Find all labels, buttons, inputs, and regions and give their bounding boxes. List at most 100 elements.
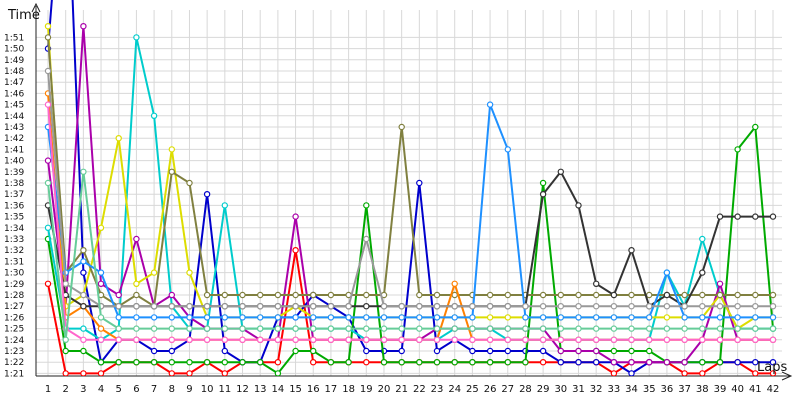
- x-axis-title: Laps: [757, 360, 787, 375]
- data-point: [575, 347, 582, 355]
- data-point: [433, 359, 441, 366]
- y-tick-label: 1:49: [4, 56, 24, 66]
- data-point: [345, 336, 352, 343]
- data-point: [44, 23, 52, 30]
- data-point: [80, 303, 87, 310]
- data-point: [469, 336, 476, 343]
- data-point: [539, 347, 547, 355]
- data-point: [610, 370, 618, 376]
- data-point: [310, 303, 317, 310]
- data-point: [734, 146, 741, 153]
- data-point: [433, 291, 441, 299]
- data-point: [380, 359, 388, 366]
- data-point: [646, 291, 653, 299]
- data-point: [168, 325, 175, 332]
- data-point: [522, 303, 529, 310]
- data-point: [557, 347, 565, 355]
- data-point: [646, 347, 653, 355]
- data-point: [575, 303, 582, 310]
- data-point: [239, 359, 246, 366]
- data-point: [769, 314, 777, 321]
- data-point: [133, 325, 140, 332]
- data-point: [628, 314, 635, 321]
- data-point: [257, 303, 264, 310]
- x-tick-label: 4: [98, 384, 104, 395]
- data-point: [239, 336, 246, 343]
- data-point: [716, 336, 724, 343]
- y-axis-title: Time: [7, 8, 40, 23]
- data-point: [274, 325, 282, 332]
- data-point: [681, 359, 688, 366]
- series-group: [44, 101, 777, 321]
- data-point: [363, 347, 370, 355]
- data-point: [539, 179, 547, 187]
- data-point: [44, 224, 52, 231]
- data-point: [133, 359, 140, 366]
- y-tick-label: 1:39: [4, 168, 24, 178]
- data-point: [610, 336, 618, 343]
- data-point: [115, 291, 122, 299]
- data-point: [168, 168, 175, 175]
- data-point: [221, 303, 228, 310]
- data-point: [769, 336, 777, 343]
- data-point: [80, 23, 87, 30]
- x-tick-label: 3: [80, 384, 86, 395]
- data-point: [62, 370, 69, 376]
- data-point: [398, 359, 405, 366]
- data-point: [80, 246, 87, 254]
- x-tick-label: 20: [378, 384, 391, 395]
- y-tick-label: 1:40: [4, 157, 24, 167]
- data-point: [557, 303, 565, 310]
- data-point: [363, 314, 370, 321]
- data-point: [44, 34, 52, 41]
- data-point: [345, 325, 352, 332]
- data-point: [239, 314, 246, 321]
- data-point: [292, 347, 299, 355]
- x-tick-label: 36: [661, 384, 674, 395]
- data-point: [734, 336, 741, 343]
- data-point: [433, 314, 441, 321]
- data-point: [150, 325, 158, 332]
- data-point: [150, 336, 158, 343]
- data-point: [769, 325, 777, 332]
- data-point: [539, 336, 547, 343]
- data-point: [752, 314, 759, 321]
- data-point: [186, 359, 193, 366]
- data-point: [451, 325, 458, 332]
- data-point: [752, 303, 759, 310]
- data-point: [769, 359, 777, 366]
- data-point: [327, 314, 335, 321]
- x-tick-label: 35: [643, 384, 656, 395]
- x-tick-label: 8: [169, 384, 175, 395]
- data-point: [575, 359, 582, 366]
- data-point: [363, 202, 370, 209]
- x-tick-label: 37: [678, 384, 691, 395]
- x-tick-label: 31: [572, 384, 585, 395]
- data-point: [469, 303, 476, 310]
- data-point: [80, 325, 87, 332]
- data-point: [734, 325, 741, 332]
- data-point: [416, 303, 423, 310]
- data-point: [646, 325, 653, 332]
- x-tick-label: 40: [731, 384, 744, 395]
- data-point: [469, 359, 476, 366]
- data-point: [150, 314, 158, 321]
- data-point: [663, 314, 671, 321]
- data-point: [133, 34, 140, 41]
- data-point: [274, 359, 282, 366]
- data-point: [310, 325, 317, 332]
- data-point: [292, 303, 299, 310]
- data-point: [451, 314, 458, 321]
- data-point: [557, 359, 565, 366]
- data-point: [62, 336, 69, 343]
- data-point: [203, 325, 211, 332]
- x-tick-label: 34: [625, 384, 638, 395]
- x-tick-label: 19: [360, 384, 373, 395]
- data-point: [257, 325, 264, 332]
- y-tick-label: 1:35: [4, 213, 24, 223]
- data-point: [186, 179, 193, 187]
- data-point: [80, 370, 87, 376]
- data-point: [115, 134, 122, 142]
- data-point: [451, 303, 458, 310]
- data-point: [133, 336, 140, 343]
